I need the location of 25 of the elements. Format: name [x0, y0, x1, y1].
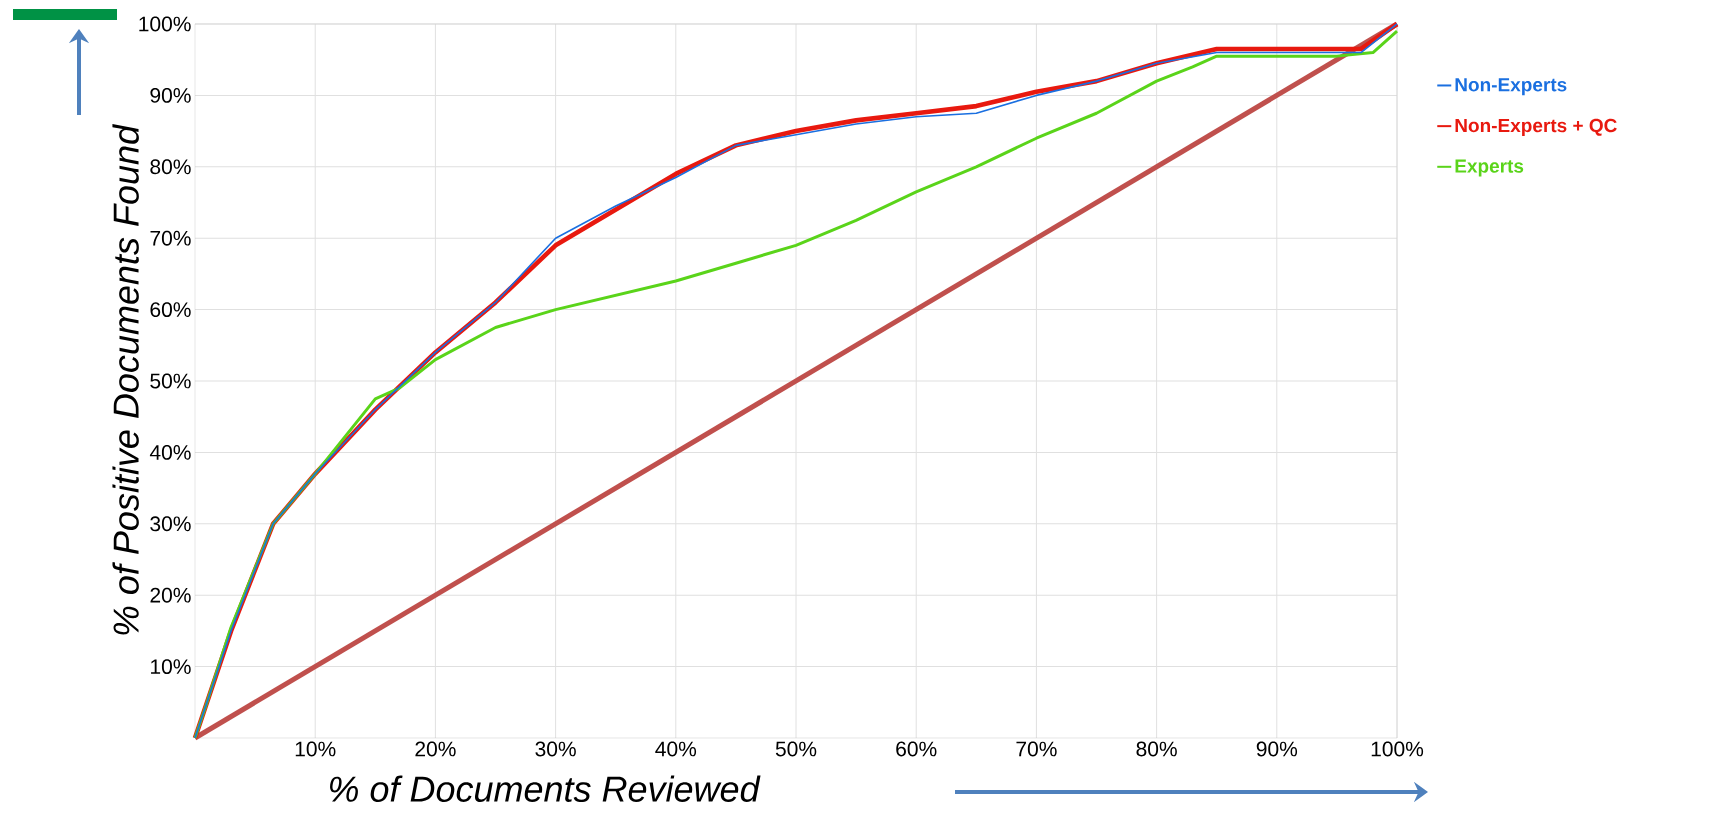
x-tick-label: 30% — [535, 741, 576, 757]
x-tick-label: 20% — [415, 741, 456, 757]
legend-label: Non-Experts + QC — [1455, 118, 1617, 136]
y-tick-label: 10% — [151, 659, 191, 675]
y-tick-label: 30% — [150, 516, 191, 532]
legend-label: Non-Experts — [1455, 78, 1567, 96]
x-axis-title: % of Documents Reviewed — [330, 775, 761, 802]
y-tick-label: 50% — [150, 373, 191, 389]
x-tick-label: 100% — [1371, 741, 1424, 757]
x-tick-label: 80% — [1136, 741, 1177, 757]
y-tick-label: 60% — [150, 302, 191, 318]
x-tick-label: 90% — [1256, 741, 1298, 757]
y-tick-label: 80% — [150, 159, 191, 175]
y-tick-label: 100% — [139, 16, 191, 32]
x-tick-label: 60% — [896, 741, 937, 757]
y-tick-label: 90% — [150, 87, 191, 103]
x-tick-label: 10% — [295, 741, 336, 757]
y-tick-label: 70% — [150, 230, 191, 246]
x-tick-label: 50% — [775, 741, 817, 757]
legend-label: Experts — [1455, 159, 1524, 177]
x-tick-label: 40% — [655, 741, 697, 757]
y-axis-title: % of Positive Documents Found — [112, 124, 139, 635]
x-tick-label: 70% — [1016, 741, 1057, 757]
y-tick-label: 20% — [150, 587, 191, 603]
y-tick-label: 40% — [149, 444, 191, 460]
